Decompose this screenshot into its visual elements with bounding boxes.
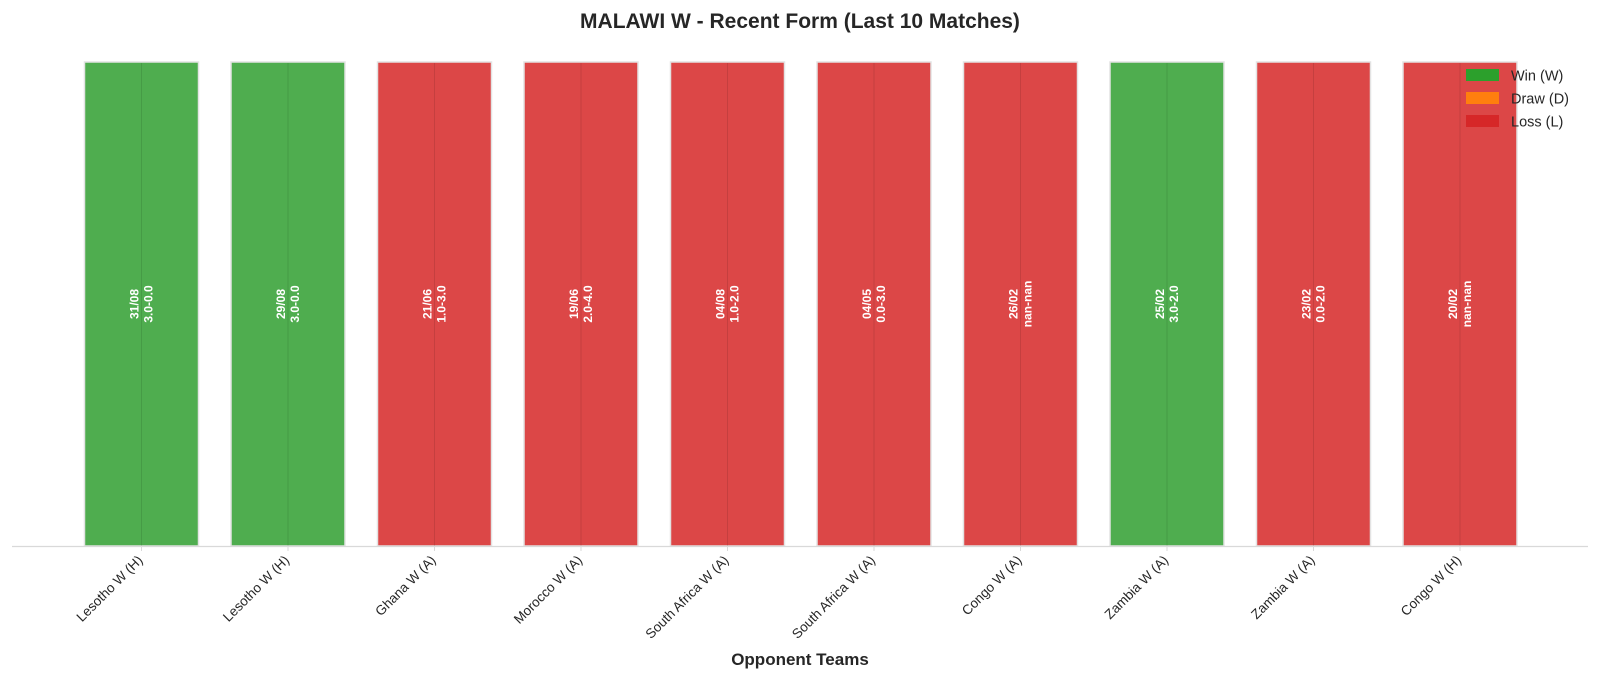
- bar-label-date: 20/02: [1446, 289, 1460, 319]
- bar-label-date: 21/06: [421, 289, 435, 319]
- legend-label-d: Draw (D): [1511, 92, 1569, 108]
- bar-label-5: 04/08 1.0-2.0: [714, 285, 742, 323]
- x-tick-label: Zambia W (A): [1248, 553, 1317, 622]
- bar-label-4: 19/06 2.0-4.0: [567, 285, 595, 323]
- bar-label-date: 19/06: [567, 289, 581, 319]
- bar-label-score: 2.0-4.0: [581, 285, 595, 323]
- bar-label-date: 04/05: [860, 289, 874, 319]
- bar-label-date: 04/08: [714, 289, 728, 319]
- x-tick-label: South Africa W (A): [642, 553, 731, 642]
- bar-label-6: 04/05 0.0-3.0: [860, 285, 888, 323]
- x-tick-label: Zambia W (A): [1102, 553, 1171, 622]
- x-axis-label: Opponent Teams: [731, 650, 869, 669]
- legend-label-l: Loss (L): [1511, 115, 1563, 131]
- bar-label-date: 26/02: [1007, 289, 1021, 319]
- x-tick-label: Congo W (H): [1398, 553, 1464, 619]
- legend-label-w: Win (W): [1511, 69, 1563, 85]
- bar-label-date: 29/08: [274, 289, 288, 319]
- chart-title: MALAWI W - Recent Form (Last 10 Matches): [580, 10, 1020, 33]
- x-tick-label: Congo W (A): [959, 553, 1025, 619]
- x-tick-label: South Africa W (A): [789, 553, 878, 642]
- legend: Win (W) Draw (D) Loss (L): [1466, 69, 1569, 131]
- bar-label-score: 1.0-2.0: [728, 285, 742, 323]
- bar-label-9: 23/02 0.0-2.0: [1300, 285, 1328, 323]
- x-tick-label: Lesotho W (H): [220, 553, 292, 625]
- bar-label-score: 0.0-3.0: [874, 285, 888, 323]
- bar-label-1: 31/08 3.0-0.0: [128, 285, 156, 323]
- bar-label-score: nan-nan: [1021, 281, 1035, 328]
- bar-label-date: 25/02: [1153, 289, 1167, 319]
- bar-label-score: 3.0-0.0: [142, 285, 156, 323]
- bar-label-3: 21/06 1.0-3.0: [421, 285, 449, 323]
- bar-label-score: 3.0-2.0: [1167, 285, 1181, 323]
- bar-label-2: 29/08 3.0-0.0: [274, 285, 302, 323]
- x-tick-label: Lesotho W (H): [73, 553, 145, 625]
- bar-label-8: 25/02 3.0-2.0: [1153, 285, 1181, 323]
- bar-label-score: nan-nan: [1460, 281, 1474, 328]
- bar-label-date: 31/08: [128, 289, 142, 319]
- bar-label-score: 1.0-3.0: [435, 285, 449, 323]
- x-tick-label: Morocco W (A): [511, 553, 585, 627]
- legend-swatch-l: [1466, 115, 1499, 127]
- legend-swatch-d: [1466, 92, 1499, 104]
- bar-label-date: 23/02: [1300, 289, 1314, 319]
- legend-swatch-w: [1466, 69, 1499, 81]
- bar-label-score: 3.0-0.0: [288, 285, 302, 323]
- x-axis: Lesotho W (H) Lesotho W (H) Ghana W (A) Mor…: [12, 547, 1588, 642]
- bar-label-score: 0.0-2.0: [1314, 285, 1328, 323]
- x-tick-label: Ghana W (A): [372, 553, 438, 619]
